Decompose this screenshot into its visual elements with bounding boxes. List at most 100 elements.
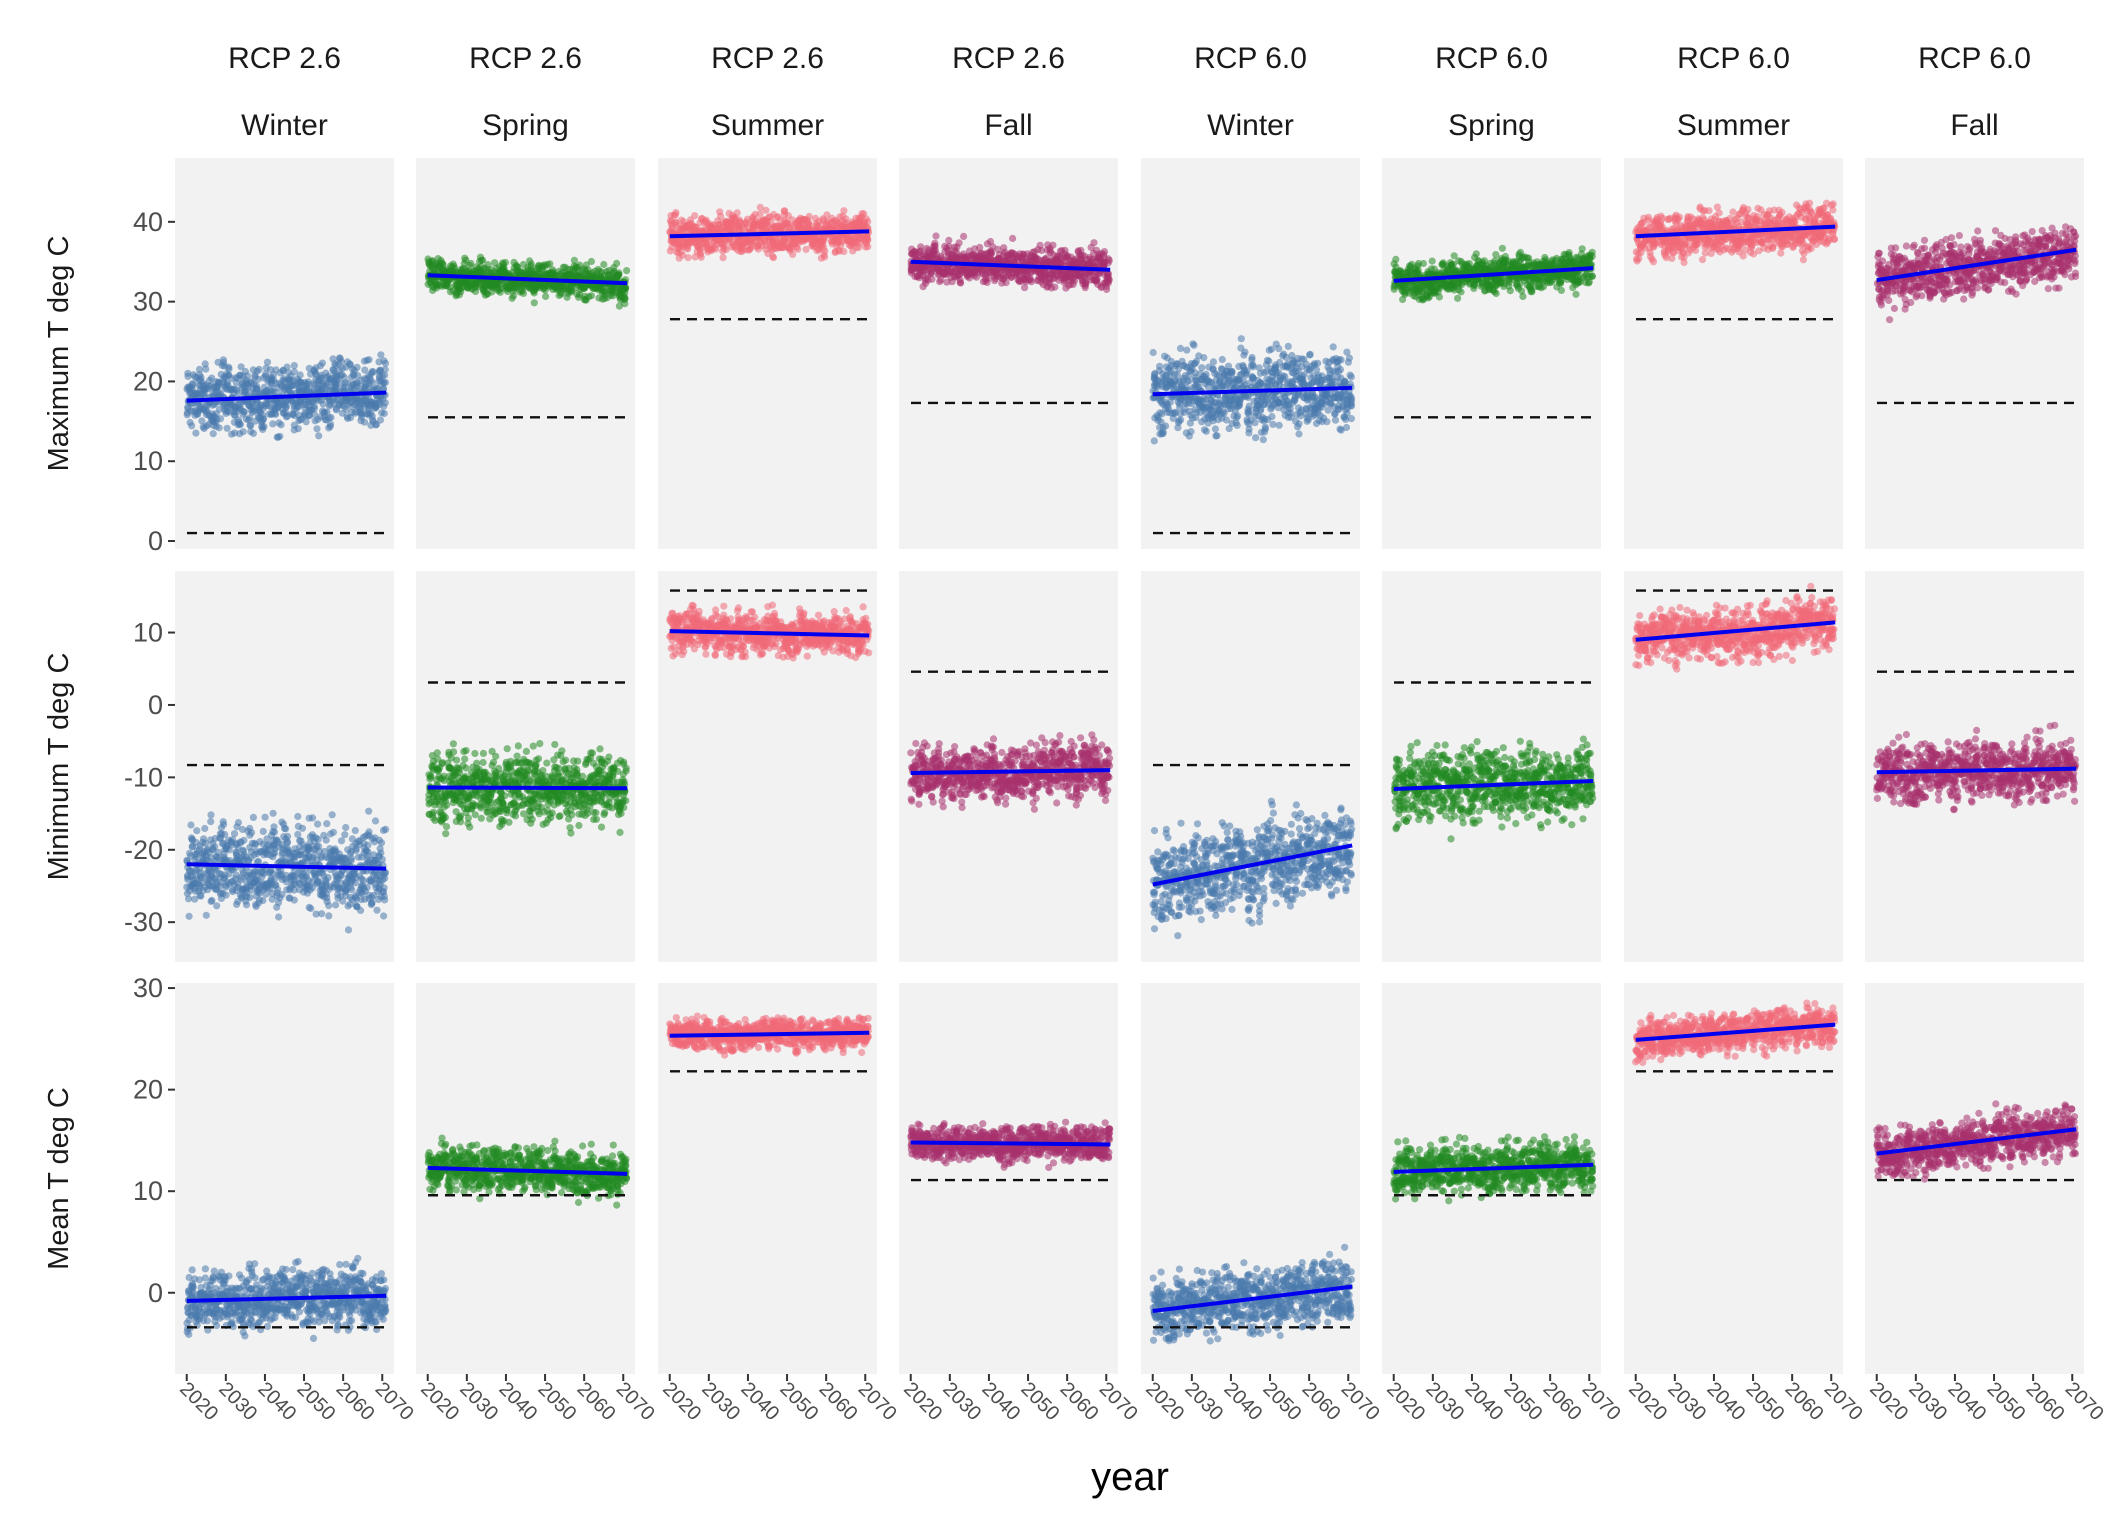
- data-point: [1240, 351, 1248, 359]
- data-point: [216, 415, 225, 423]
- data-point: [201, 360, 209, 368]
- data-point: [530, 299, 538, 307]
- data-point: [343, 413, 351, 421]
- data-point: [249, 429, 257, 437]
- data-point: [1419, 259, 1427, 268]
- strip-scenario-label: RCP 2.6: [228, 42, 341, 75]
- data-point: [733, 209, 741, 217]
- facet-panel: [1141, 158, 1360, 549]
- data-point: [1009, 234, 1017, 242]
- strip-scenario-label: RCP 2.6: [469, 42, 582, 75]
- data-point: [1324, 406, 1332, 414]
- strip-season-label: Fall: [984, 109, 1032, 142]
- data-point: [1051, 283, 1059, 291]
- data-point: [188, 422, 196, 430]
- data-point: [1555, 279, 1564, 287]
- facet-panel: [658, 158, 877, 549]
- data-point: [246, 421, 254, 429]
- data-point: [1150, 437, 1158, 445]
- strip-season-label: Summer: [711, 109, 824, 142]
- data-point: [864, 218, 872, 226]
- data-point: [842, 215, 850, 223]
- data-point: [239, 428, 247, 436]
- data-point: [1227, 368, 1235, 376]
- strip-season-label: Spring: [482, 109, 569, 142]
- data-point: [960, 232, 968, 240]
- data-point: [202, 365, 210, 373]
- data-point: [840, 247, 848, 256]
- data-point: [313, 425, 321, 433]
- data-point: [496, 288, 504, 296]
- data-point: [1275, 345, 1283, 353]
- data-point: [762, 206, 770, 214]
- data-point: [347, 373, 356, 381]
- data-point: [1245, 429, 1253, 437]
- strip-season-label: Spring: [1448, 109, 1535, 142]
- data-point: [1249, 361, 1257, 369]
- data-point: [862, 237, 870, 245]
- data-point: [1336, 366, 1345, 374]
- data-point: [277, 421, 285, 429]
- data-point: [1198, 364, 1206, 372]
- data-point: [326, 420, 335, 428]
- data-point: [1346, 391, 1354, 399]
- data-point: [368, 379, 376, 387]
- data-point: [1323, 418, 1331, 426]
- data-point: [380, 379, 388, 387]
- data-point: [1026, 274, 1034, 283]
- data-point: [1104, 259, 1112, 267]
- data-point: [310, 404, 319, 412]
- data-point: [296, 416, 304, 424]
- data-point: [310, 410, 318, 418]
- data-point: [1578, 245, 1586, 253]
- data-point: [381, 371, 389, 379]
- data-point: [1209, 358, 1217, 366]
- data-point: [1081, 284, 1089, 292]
- data-point: [587, 257, 596, 266]
- data-point: [1169, 409, 1177, 418]
- data-point: [1565, 249, 1573, 257]
- data-point: [1232, 419, 1240, 427]
- data-point: [1588, 248, 1596, 256]
- data-point: [210, 400, 218, 409]
- data-point: [380, 409, 388, 418]
- data-point: [192, 429, 200, 437]
- data-point: [294, 425, 302, 433]
- panel-background: [175, 158, 394, 549]
- data-point: [323, 408, 331, 416]
- data-point: [697, 253, 705, 261]
- data-point: [1454, 294, 1462, 302]
- data-point: [930, 242, 938, 250]
- data-point: [818, 236, 827, 244]
- data-point: [363, 356, 371, 364]
- data-point: [184, 372, 192, 380]
- strip-scenario-label: RCP 6.0: [1677, 42, 1790, 75]
- data-point: [455, 291, 463, 299]
- data-point: [1434, 288, 1442, 296]
- data-point: [1283, 397, 1291, 405]
- data-point: [1519, 292, 1527, 300]
- data-point: [585, 293, 593, 301]
- data-point: [282, 409, 290, 417]
- data-point: [1259, 436, 1267, 444]
- data-point: [1314, 359, 1322, 367]
- data-point: [1470, 284, 1478, 292]
- data-point: [234, 389, 242, 397]
- data-point: [290, 368, 298, 376]
- data-point: [236, 421, 244, 429]
- data-point: [945, 236, 953, 244]
- data-point: [340, 373, 348, 381]
- data-point: [443, 278, 451, 286]
- facet-panel: [1382, 158, 1601, 549]
- data-point: [1261, 428, 1269, 436]
- data-point: [621, 295, 629, 303]
- data-point: [270, 376, 278, 384]
- data-point: [1284, 342, 1292, 350]
- data-point: [1472, 250, 1480, 258]
- facet-panel: [1624, 158, 1843, 549]
- data-point: [296, 371, 304, 379]
- strip-season-label: Summer: [1677, 109, 1790, 142]
- facet-panels: [175, 158, 2084, 1374]
- data-point: [1331, 416, 1340, 424]
- data-point: [195, 365, 204, 373]
